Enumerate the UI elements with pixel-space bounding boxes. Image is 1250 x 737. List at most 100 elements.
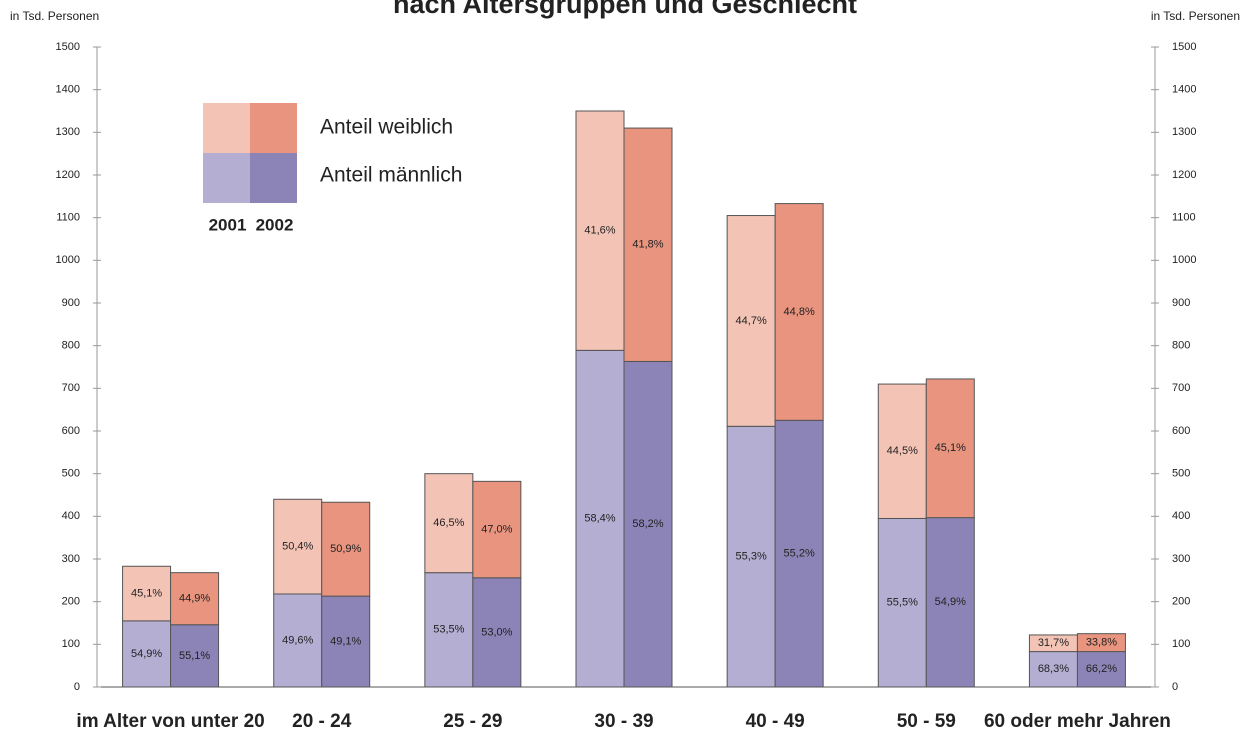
legend-swatch — [203, 103, 250, 153]
legend-label: Anteil männlich — [320, 164, 462, 187]
segment-label: 50,9% — [330, 543, 361, 555]
y2-tick-label: 900 — [1172, 297, 1190, 309]
y2-tick-label: 300 — [1172, 553, 1190, 565]
bar-segment — [575, 349, 625, 688]
y2-tick-label: 1400 — [1172, 84, 1196, 96]
segment-label: 53,0% — [481, 626, 512, 638]
legend-swatch — [203, 153, 250, 203]
y2-tick-label: 200 — [1172, 596, 1190, 608]
y-tick-label: 0 — [74, 681, 80, 693]
segment-label: 55,2% — [784, 548, 815, 560]
bar-segment — [726, 215, 776, 427]
chart-title: nach Altersgruppen und Geschlecht — [393, 0, 857, 19]
y-tick-label: 1400 — [56, 84, 80, 96]
y-tick-label: 600 — [62, 425, 80, 437]
x-tick-label: 20 - 24 — [292, 711, 352, 732]
y-tick-label: 1000 — [56, 254, 80, 266]
legend-swatch — [250, 103, 297, 153]
y2-tick-label: 500 — [1172, 468, 1190, 480]
y-tick-label: 300 — [62, 553, 80, 565]
segment-label: 58,2% — [632, 518, 663, 530]
segment-label: 55,5% — [887, 597, 918, 609]
y-tick-label: 1300 — [56, 126, 80, 138]
segment-label: 49,6% — [282, 634, 313, 646]
bar-segment — [170, 572, 220, 626]
segment-label: 58,4% — [584, 513, 615, 525]
y2-tick-label: 1200 — [1172, 169, 1196, 181]
bar-segment — [170, 624, 220, 688]
bar-segment — [726, 425, 776, 688]
y2-tick-label: 800 — [1172, 340, 1190, 352]
y2-tick-label: 1300 — [1172, 126, 1196, 138]
segment-label: 55,1% — [179, 650, 210, 662]
segment-label: 50,4% — [282, 541, 313, 553]
x-tick-label: im Alter von unter 20 — [76, 711, 264, 732]
bar-segment — [424, 572, 474, 688]
y-tick-label: 500 — [62, 468, 80, 480]
legend-swatch — [250, 153, 297, 203]
y-tick-label: 1100 — [56, 212, 80, 224]
y2-tick-label: 1000 — [1172, 254, 1196, 266]
segment-label: 49,1% — [330, 635, 361, 647]
y-tick-label: 200 — [62, 596, 80, 608]
bar-segment — [877, 383, 927, 519]
y2-tick-label: 400 — [1172, 510, 1190, 522]
bar-segment — [1076, 633, 1126, 653]
bar-segment — [472, 480, 522, 579]
segment-label: 44,9% — [179, 593, 210, 605]
x-tick-label: 40 - 49 — [746, 711, 805, 732]
bar-segment — [122, 565, 172, 622]
y-tick-label: 100 — [62, 638, 80, 650]
y-tick-label: 700 — [62, 382, 80, 394]
segment-label: 68,3% — [1038, 663, 1069, 675]
segment-label: 45,1% — [935, 442, 966, 454]
y2-tick-label: 0 — [1172, 681, 1178, 693]
segment-label: 54,9% — [131, 648, 162, 660]
x-tick-label: 50 - 59 — [897, 711, 956, 732]
bar-segment — [472, 577, 522, 688]
segment-label: 33,8% — [1086, 637, 1117, 649]
segment-label: 44,5% — [887, 445, 918, 457]
segment-label: 44,8% — [784, 306, 815, 318]
segment-label: 46,5% — [433, 517, 464, 529]
y-tick-label: 1200 — [56, 169, 80, 181]
bar-segment — [1076, 651, 1126, 688]
segment-label: 44,7% — [736, 315, 767, 327]
bar-segment — [321, 501, 371, 597]
legend-group-label: 2002 — [256, 215, 294, 234]
y2-tick-label: 100 — [1172, 638, 1190, 650]
bar-segment — [877, 517, 927, 688]
bar-segment — [774, 419, 824, 688]
bar-segment — [925, 517, 975, 688]
y-tick-label: 400 — [62, 510, 80, 522]
segment-label: 55,3% — [736, 551, 767, 563]
segment-label: 41,8% — [632, 239, 663, 251]
bar-segment — [424, 473, 474, 574]
x-tick-label: 60 oder mehr Jahren — [984, 711, 1171, 732]
bar-segment — [774, 203, 824, 421]
bar-segment — [925, 378, 975, 519]
y2-tick-label: 600 — [1172, 425, 1190, 437]
segment-label: 45,1% — [131, 587, 162, 599]
y2-axis-label: in Tsd. Personen — [1151, 9, 1240, 23]
segment-label: 66,2% — [1086, 663, 1117, 675]
bar-segment — [623, 127, 673, 362]
legend-label: Anteil weiblich — [320, 116, 453, 139]
y-tick-label: 800 — [62, 340, 80, 352]
y-tick-label: 1500 — [56, 41, 80, 53]
segment-label: 54,9% — [935, 596, 966, 608]
segment-label: 41,6% — [584, 225, 615, 237]
segment-label: 53,5% — [433, 624, 464, 636]
segment-label: 31,7% — [1038, 637, 1069, 649]
x-tick-label: 25 - 29 — [443, 711, 502, 732]
segment-label: 47,0% — [481, 523, 512, 535]
y2-tick-label: 700 — [1172, 382, 1190, 394]
y-axis-label: in Tsd. Personen — [10, 9, 99, 23]
legend-group-label: 2001 — [209, 215, 247, 234]
bar-segment — [623, 360, 673, 688]
y2-tick-label: 1100 — [1172, 212, 1196, 224]
y2-tick-label: 1500 — [1172, 41, 1196, 53]
x-tick-label: 30 - 39 — [594, 711, 653, 732]
y-tick-label: 900 — [62, 297, 80, 309]
